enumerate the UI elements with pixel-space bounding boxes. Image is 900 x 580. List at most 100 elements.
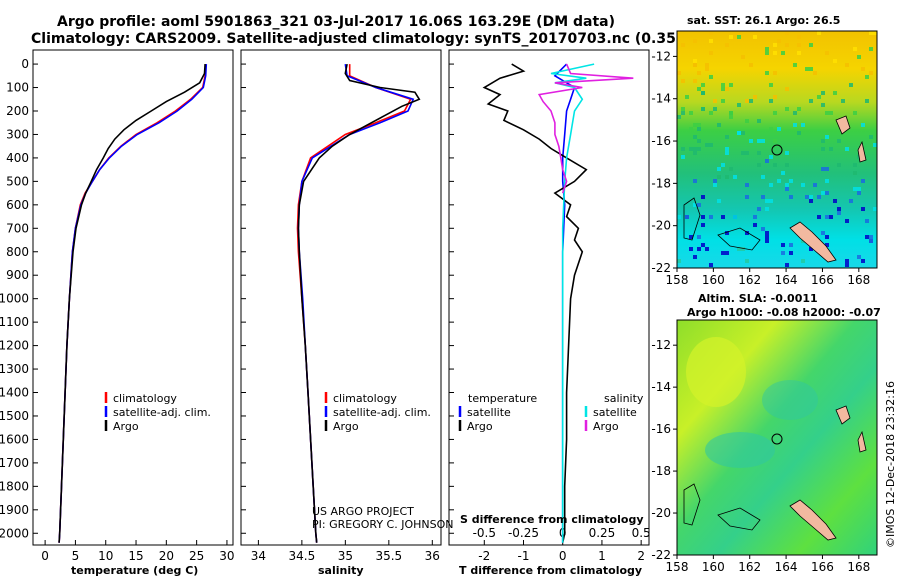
sst-map: sat. SST: 26.1 Argo: 26.5 (651, 14, 878, 287)
depth-tick-label: 1400 (0, 386, 29, 400)
temperature-legend: climatology satellite-adj. clim. Argo (104, 392, 211, 433)
depth-tick-label: 2000 (0, 526, 29, 540)
sst-pixel (745, 195, 749, 199)
legend-label-argo: Argo (113, 420, 139, 433)
sst-pixel (753, 223, 757, 227)
sst-pixel (725, 175, 729, 179)
sst-pixel (757, 163, 761, 167)
sst-pixel (737, 35, 741, 39)
sst-pixel (821, 91, 825, 95)
sst-pixel (681, 155, 685, 159)
salinity-xlabel: salinity (318, 564, 364, 577)
series-line-argo (58, 64, 206, 543)
depth-axis-labels: 0 100 200 300 400 500 600 700 800 900 1000 1100 1200… (0, 57, 29, 540)
sst-pixel (785, 263, 789, 267)
sst-pixel (765, 235, 769, 239)
sst-pixel (745, 151, 749, 155)
sst-pixel (765, 207, 769, 211)
sst-land-island (835, 115, 851, 135)
map-lon-label: 162 (738, 273, 761, 287)
sst-pixel (817, 95, 821, 99)
sst-pixel (809, 199, 813, 203)
sst-pixel (809, 43, 813, 47)
sst-pixel (697, 203, 701, 207)
sst-pixel (725, 87, 729, 91)
sla-argo-position-marker (771, 433, 783, 445)
sst-pixel (729, 83, 733, 87)
sla-land-island (857, 430, 867, 453)
sst-pixel (725, 135, 729, 139)
sst-pixel (861, 179, 865, 183)
sst-pixel (757, 119, 761, 123)
salinity-lines (296, 63, 421, 543)
sst-pixel (741, 247, 745, 251)
sst-pixel (741, 151, 745, 155)
series-line-satellite-adj-clim- (58, 64, 208, 543)
sst-pixel (721, 87, 725, 91)
sst-pixel (849, 199, 853, 203)
sst-pixel (789, 243, 793, 247)
sst-pixel (761, 175, 765, 179)
sst-pixel (729, 115, 733, 119)
sst-pixel (681, 79, 685, 83)
depth-tick-label: 1500 (0, 409, 29, 423)
sst-pixel (853, 163, 857, 167)
salinity-plot-frame (240, 49, 442, 546)
sst-pixel (837, 207, 841, 211)
x-tick-label: 0 (559, 549, 567, 563)
sst-pixel (725, 251, 729, 255)
sst-pixel (821, 103, 825, 107)
sst-pixel (757, 207, 761, 211)
sst-pixel (833, 59, 837, 63)
sst-pixel (689, 235, 693, 239)
map-lat-label: -12 (651, 49, 671, 63)
sst-pixel (829, 111, 833, 115)
sst-pixel (861, 123, 865, 127)
depth-tick-label: 400 (6, 151, 29, 165)
sst-pixel (713, 179, 717, 183)
sst-pixel (761, 227, 765, 231)
sst-pixel (789, 179, 793, 183)
difference-ticks: -2 -1 0 1 2-0.5 -0.25 0 0.25 0.5 (449, 63, 651, 563)
sst-pixel (765, 239, 769, 243)
legend-label-t-argo: Argo (467, 420, 493, 433)
sst-pixel (853, 111, 857, 115)
sst-pixel (845, 263, 849, 267)
sst-pixel (781, 51, 785, 55)
sst-pixel (797, 35, 801, 39)
map-lat-label: -20 (651, 219, 671, 233)
sst-pixel (845, 259, 849, 263)
depth-tick-label: 800 (6, 245, 29, 259)
sst-pixel (825, 215, 829, 219)
depth-tick-label: 1300 (0, 362, 29, 376)
sst-pixel (701, 243, 705, 247)
map-lat-label: -18 (651, 464, 671, 478)
x-tick-label: 35.5 (375, 549, 402, 563)
sst-pixel (693, 151, 697, 155)
sst-pixel (693, 123, 697, 127)
map-lon-label: 166 (811, 560, 834, 574)
sst-pixel (693, 179, 697, 183)
sst-reef-outline (717, 227, 761, 251)
sst-pixel (717, 199, 721, 203)
s-diff-tick-label: -0.25 (508, 526, 539, 540)
sst-pixel (813, 71, 817, 75)
x-tick-label: 2 (637, 549, 645, 563)
sst-pixel (869, 235, 873, 239)
series-line-climatology (296, 64, 412, 543)
sst-pixel (825, 167, 829, 171)
depth-tick-label: 700 (6, 221, 29, 235)
sst-pixel (701, 107, 705, 111)
legend-label-argo: Argo (333, 420, 359, 433)
sst-pixel (821, 139, 825, 143)
sst-pixel (701, 83, 705, 87)
sst-pixel (853, 171, 857, 175)
sst-pixel (785, 31, 789, 35)
sst-pixel (809, 67, 813, 71)
sst-pixel (773, 51, 777, 55)
imos-timestamp: ©IMOS 12-Dec-2018 23:32:16 (884, 381, 897, 548)
map-lat-label: -22 (651, 261, 671, 275)
sst-pixel (825, 135, 829, 139)
sst-pixel (709, 215, 713, 219)
map-lat-label: -12 (651, 338, 671, 352)
